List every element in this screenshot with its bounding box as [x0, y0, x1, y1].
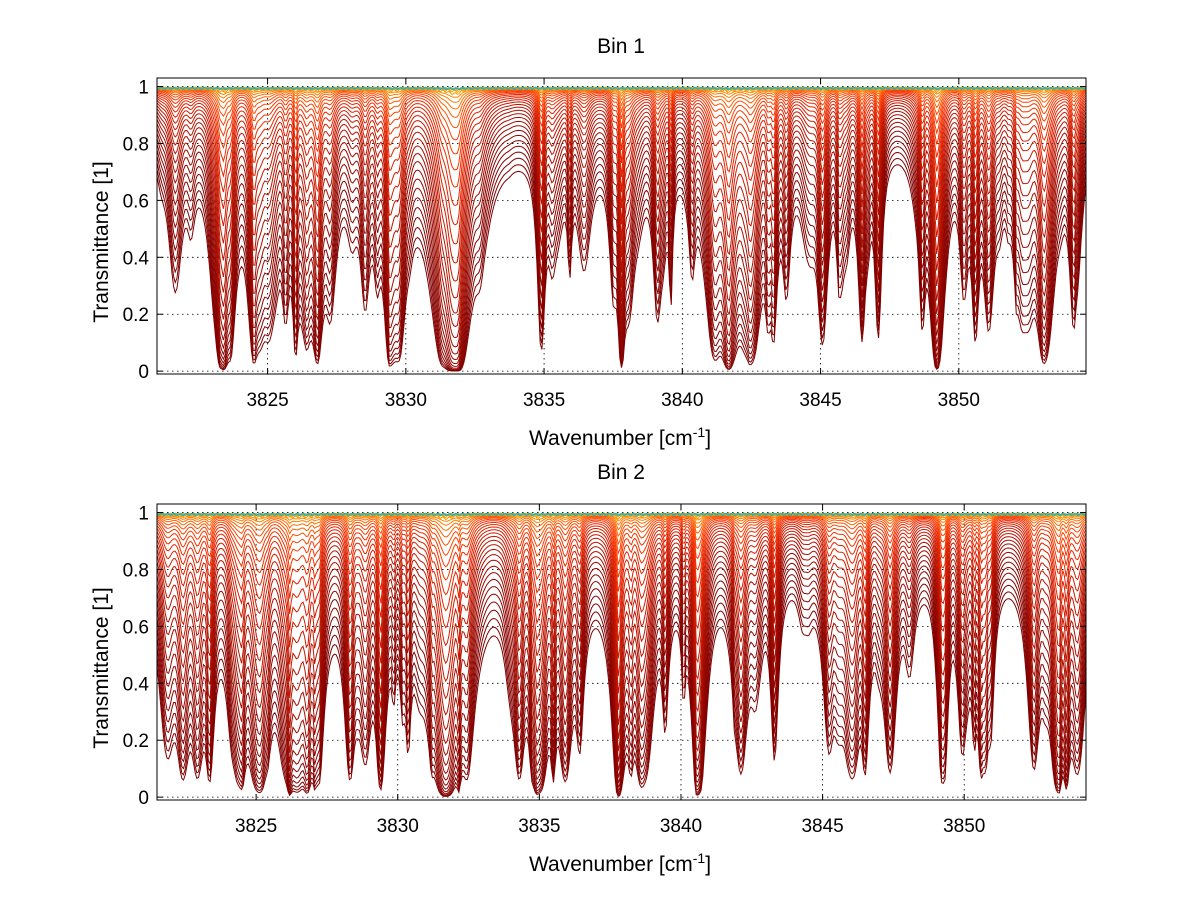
series-line: [156, 110, 1087, 339]
series-line: [156, 591, 1087, 797]
series-line: [156, 561, 1087, 786]
chart-title: Bin 2: [597, 461, 645, 484]
y-tick-label: 1: [138, 504, 149, 525]
series-line: [156, 89, 1087, 141]
series-line: [156, 130, 1087, 367]
series-line: [156, 512, 1087, 517]
series-line: [156, 556, 1087, 781]
series-line: [156, 536, 1087, 731]
series-line: [156, 512, 1087, 517]
y-axis-label: Transmittance [1]: [90, 161, 113, 322]
series-line: [156, 566, 1087, 790]
series-line: [156, 100, 1087, 282]
chart-bin-2: Bin 2 3825 3830 3835 3840 3845 3850 0 0.2 0.4 0.6…: [90, 461, 1087, 876]
series-lines: [156, 512, 1087, 797]
series-lines: [156, 86, 1087, 372]
y-tick-label: 0.4: [123, 248, 150, 269]
axis-ticks: 3825 3830 3835 3840 3845 3850 0 0.2 0.4 0.6 0.8 1: [123, 504, 1086, 837]
y-tick-label: 0.6: [123, 617, 149, 638]
x-tick-label: 3840: [661, 390, 703, 411]
x-tick-label: 3830: [377, 816, 419, 837]
series-line: [156, 533, 1087, 716]
series-line: [156, 93, 1087, 207]
series-line: [156, 104, 1087, 314]
series-line: [156, 121, 1087, 361]
series-line: [156, 140, 1087, 371]
series-line: [156, 126, 1087, 365]
series-line: [156, 543, 1087, 756]
x-tick-label: 3850: [943, 816, 985, 837]
y-tick-label: 0.4: [123, 674, 150, 695]
series-line: [156, 551, 1087, 775]
series-line: [156, 91, 1087, 171]
series-line: [156, 114, 1087, 348]
y-tick-label: 0.8: [123, 560, 149, 581]
series-line: [156, 151, 1087, 372]
series-line: [156, 516, 1087, 568]
series-line: [156, 157, 1087, 372]
series-line: [156, 88, 1087, 103]
plot-frame: [156, 503, 1087, 801]
series-line: [156, 96, 1087, 245]
x-tick-label: 3845: [799, 390, 841, 411]
y-tick-label: 1: [138, 78, 149, 99]
series-line: [156, 598, 1087, 797]
x-tick-label: 3845: [801, 816, 843, 837]
x-tick-label: 3850: [938, 390, 980, 411]
y-tick-label: 0: [138, 362, 149, 383]
y-tick-label: 0.8: [123, 134, 149, 155]
series-line: [156, 520, 1087, 612]
chart-bin-1: Bin 1 3825 3830 3835 3840 3845 3850 0 0.2 0.4 0.6…: [90, 35, 1087, 450]
series-line: [156, 88, 1087, 118]
y-tick-label: 0.2: [123, 731, 149, 752]
y-tick-label: 0.6: [123, 191, 149, 212]
series-line: [156, 547, 1087, 766]
x-tick-label: 3830: [385, 390, 427, 411]
series-line: [156, 523, 1087, 647]
series-line: [156, 117, 1087, 355]
series-line: [156, 90, 1087, 155]
series-line: [156, 530, 1087, 700]
series-line: [156, 88, 1087, 110]
series-line: [156, 515, 1087, 546]
series-line: [156, 135, 1087, 369]
series-line: [156, 539, 1087, 745]
x-tick-label: 3835: [523, 390, 565, 411]
series-line: [156, 164, 1087, 372]
x-axis-label: Wavenumber [cm-1]: [529, 850, 711, 876]
series-line: [156, 102, 1087, 299]
series-line: [156, 517, 1087, 581]
series-line: [156, 94, 1087, 226]
series-line: [156, 98, 1087, 264]
series-line: [156, 572, 1087, 793]
y-tick-label: 0: [138, 788, 149, 809]
series-line: [156, 521, 1087, 629]
series-line: [156, 92, 1087, 188]
series-line: [156, 527, 1087, 683]
y-tick-label: 0.2: [123, 305, 149, 326]
x-tick-label: 3825: [235, 816, 277, 837]
series-line: [156, 107, 1087, 327]
series-line: [156, 86, 1087, 91]
x-tick-label: 3825: [246, 390, 288, 411]
plot-frame: [156, 77, 1087, 375]
x-tick-label: 3835: [518, 816, 560, 837]
series-line: [156, 525, 1087, 665]
chart-title: Bin 1: [597, 35, 645, 58]
series-line: [156, 518, 1087, 596]
series-line: [156, 578, 1087, 795]
x-tick-label: 3840: [660, 816, 702, 837]
axis-ticks: 3825 3830 3835 3840 3845 3850 0 0.2 0.4 0.6 0.8 1: [123, 78, 1086, 411]
y-axis-label: Transmittance [1]: [90, 587, 113, 748]
series-line: [156, 146, 1087, 371]
series-line: [156, 89, 1087, 129]
series-line: [156, 584, 1087, 796]
series-line: [156, 515, 1087, 556]
x-axis-label: Wavenumber [cm-1]: [529, 424, 711, 450]
